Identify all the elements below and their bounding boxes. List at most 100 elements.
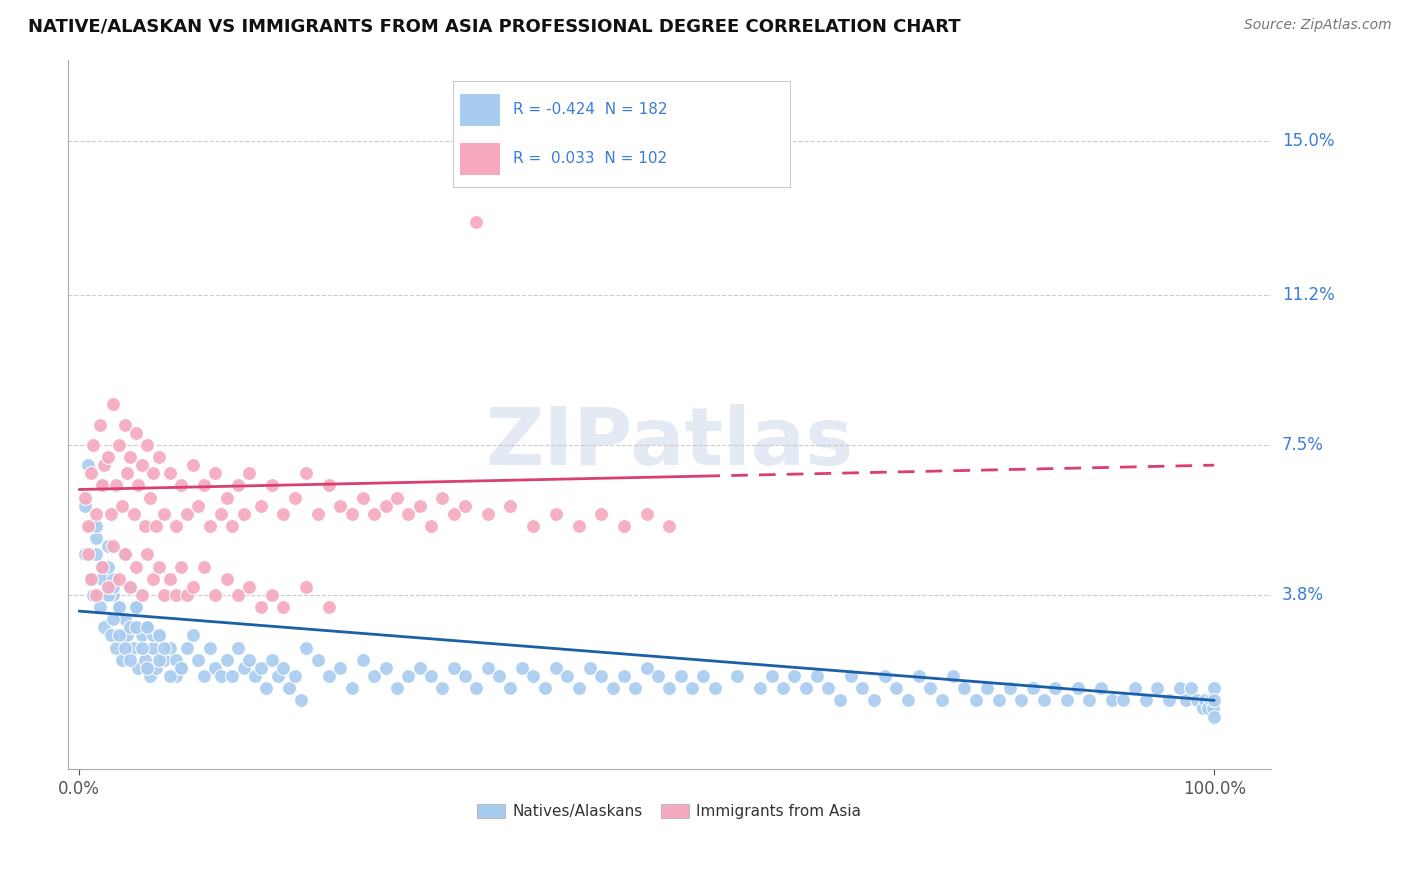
Point xyxy=(636,507,658,521)
Point xyxy=(120,620,142,634)
Point xyxy=(976,681,998,696)
Point xyxy=(125,559,148,574)
Point xyxy=(136,438,159,452)
Point xyxy=(193,559,215,574)
Point xyxy=(209,507,232,521)
Point xyxy=(159,467,181,481)
Point xyxy=(114,640,136,655)
Point xyxy=(544,507,567,521)
Point xyxy=(142,640,165,655)
Point xyxy=(454,669,477,683)
Point xyxy=(108,438,131,452)
Point xyxy=(568,519,591,533)
Point xyxy=(125,620,148,634)
Point xyxy=(249,600,271,615)
Point xyxy=(262,588,284,602)
Point xyxy=(1021,681,1043,696)
Point xyxy=(1204,681,1226,696)
Point xyxy=(90,478,112,492)
Point xyxy=(1202,701,1225,715)
Point xyxy=(103,572,125,586)
Point xyxy=(1168,681,1191,696)
Point xyxy=(204,661,226,675)
Text: 15.0%: 15.0% xyxy=(1282,132,1334,150)
Point xyxy=(77,458,100,472)
Point xyxy=(120,580,142,594)
Point xyxy=(510,661,533,675)
Point xyxy=(761,669,783,683)
Point xyxy=(555,669,578,683)
Point xyxy=(226,588,249,602)
Point xyxy=(153,588,176,602)
Point xyxy=(238,467,260,481)
Point xyxy=(136,620,159,634)
Point xyxy=(998,681,1021,696)
Point xyxy=(396,669,419,683)
Text: NATIVE/ALASKAN VS IMMIGRANTS FROM ASIA PROFESSIONAL DEGREE CORRELATION CHART: NATIVE/ALASKAN VS IMMIGRANTS FROM ASIA P… xyxy=(28,18,960,36)
Point xyxy=(1010,693,1032,707)
Point xyxy=(290,693,312,707)
Point xyxy=(82,438,104,452)
Point xyxy=(165,669,187,683)
Point xyxy=(544,661,567,675)
Point xyxy=(170,559,193,574)
Point xyxy=(93,458,115,472)
Point xyxy=(295,640,318,655)
Point xyxy=(420,519,443,533)
Point xyxy=(408,661,430,675)
Point xyxy=(897,693,920,707)
Point xyxy=(122,640,145,655)
Point xyxy=(148,653,170,667)
Point xyxy=(114,547,136,561)
Point xyxy=(131,458,153,472)
Point xyxy=(108,572,131,586)
Point xyxy=(295,580,318,594)
Point xyxy=(84,547,107,561)
Point xyxy=(103,397,125,411)
Point xyxy=(153,653,176,667)
Point xyxy=(249,499,271,513)
Point xyxy=(159,572,181,586)
Point xyxy=(79,572,101,586)
Point xyxy=(329,499,352,513)
Point xyxy=(193,478,215,492)
Point xyxy=(187,653,209,667)
Point xyxy=(1204,709,1226,723)
Point xyxy=(295,467,318,481)
Point xyxy=(198,519,221,533)
Point xyxy=(226,640,249,655)
Point xyxy=(284,491,307,505)
Point xyxy=(1180,681,1202,696)
Point xyxy=(142,628,165,642)
Point xyxy=(148,559,170,574)
Point xyxy=(103,612,125,626)
Point xyxy=(89,417,111,432)
Point xyxy=(232,507,254,521)
Point xyxy=(145,519,167,533)
Point xyxy=(256,681,278,696)
Point xyxy=(1056,693,1078,707)
Point xyxy=(1135,693,1157,707)
Point xyxy=(658,519,681,533)
Point xyxy=(703,681,725,696)
Point xyxy=(488,669,510,683)
Point xyxy=(307,653,329,667)
Point xyxy=(1174,693,1197,707)
Point xyxy=(1204,693,1226,707)
Point xyxy=(103,588,125,602)
Point xyxy=(77,547,100,561)
Point xyxy=(273,600,295,615)
Point xyxy=(97,588,120,602)
Point xyxy=(153,640,176,655)
Point xyxy=(120,580,142,594)
Point xyxy=(108,628,131,642)
Point xyxy=(238,580,260,594)
Point xyxy=(243,669,266,683)
Point xyxy=(215,491,238,505)
Point xyxy=(1199,693,1222,707)
Point xyxy=(806,669,828,683)
Point xyxy=(148,450,170,464)
Point xyxy=(84,507,107,521)
Point xyxy=(187,499,209,513)
Point xyxy=(1194,693,1216,707)
